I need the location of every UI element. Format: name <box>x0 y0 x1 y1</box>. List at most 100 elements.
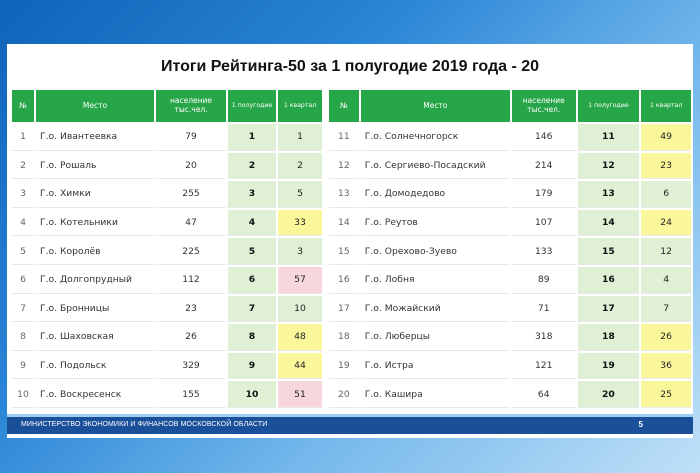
place-cell: Г.о. Люберцы <box>360 324 510 351</box>
rank-cell: 15 <box>329 238 359 265</box>
quarter-cell: 48 <box>278 324 322 351</box>
half-year-cell: 6 <box>228 266 276 294</box>
rank-cell: 1 <box>12 124 34 151</box>
rank-cell: 7 <box>12 295 34 323</box>
table-header-row: № Место население тыс.чел. 1 полугодие 1… <box>329 90 691 122</box>
population-cell: 255 <box>156 181 226 208</box>
quarter-cell: 2 <box>278 152 322 180</box>
quarter-cell: 10 <box>278 295 322 323</box>
half-year-cell: 19 <box>577 352 640 380</box>
footer-bar: МИНИСТЕРСТВО ЭКОНОМИКИ И ФИНАНСОВ МОСКОВ… <box>7 414 693 434</box>
population-cell: 47 <box>156 209 226 237</box>
half-year-cell: 16 <box>577 266 640 294</box>
page-number: 5 <box>638 420 643 429</box>
place-cell: Г.о. Лобня <box>360 266 510 294</box>
col-quarter-header: 1 квартал <box>641 90 691 122</box>
population-cell: 107 <box>511 209 576 237</box>
rating-table-left: № Место население тыс.чел. 1 полугодие 1… <box>10 88 324 410</box>
table-body-left: 1 Г.о. Ивантеевка 79 1 1 2 Г.о. Рошаль 20 2 2 3 Г.о… <box>12 124 322 408</box>
table-row: 11 Г.о. Солнечногорск 146 11 49 <box>329 124 691 151</box>
rank-cell: 5 <box>12 238 34 265</box>
quarter-cell: 7 <box>641 295 691 323</box>
place-cell: Г.о. Бронницы <box>36 295 154 323</box>
place-cell: Г.о. Котельники <box>36 209 154 237</box>
half-year-cell: 5 <box>228 238 276 265</box>
table-row: 8 Г.о. Шаховская 26 8 48 <box>12 324 322 351</box>
half-year-cell: 8 <box>228 324 276 351</box>
table-row: 9 Г.о. Подольск 329 9 44 <box>12 352 322 380</box>
place-cell: Г.о. Истра <box>360 352 510 380</box>
quarter-cell: 4 <box>641 266 691 294</box>
slide: Итоги Рейтинга-50 за 1 полугодие 2019 го… <box>7 44 693 438</box>
table-row: 10 Г.о. Воскресенск 155 10 51 <box>12 381 322 408</box>
population-cell: 155 <box>156 381 226 408</box>
rank-cell: 12 <box>329 152 359 180</box>
place-cell: Г.о. Ивантеевка <box>36 124 154 151</box>
quarter-cell: 33 <box>278 209 322 237</box>
population-cell: 20 <box>156 152 226 180</box>
table-row: 17 Г.о. Можайский 71 17 7 <box>329 295 691 323</box>
place-cell: Г.о. Орехово-Зуево <box>360 238 510 265</box>
rank-cell: 16 <box>329 266 359 294</box>
half-year-cell: 7 <box>228 295 276 323</box>
rank-cell: 13 <box>329 181 359 208</box>
col-place-header: Место <box>360 90 510 122</box>
half-year-cell: 2 <box>228 152 276 180</box>
quarter-cell: 44 <box>278 352 322 380</box>
population-cell: 329 <box>156 352 226 380</box>
place-cell: Г.о. Воскресенск <box>36 381 154 408</box>
col-num-header: № <box>12 90 34 122</box>
half-year-cell: 9 <box>228 352 276 380</box>
quarter-cell: 49 <box>641 124 691 151</box>
quarter-cell: 57 <box>278 266 322 294</box>
place-cell: Г.о. Кашира <box>360 381 510 408</box>
slide-title: Итоги Рейтинга-50 за 1 полугодие 2019 го… <box>160 58 540 75</box>
rank-cell: 18 <box>329 324 359 351</box>
col-place-header: Место <box>36 90 154 122</box>
quarter-cell: 26 <box>641 324 691 351</box>
place-cell: Г.о. Сергиево-Посадский <box>360 152 510 180</box>
rank-cell: 3 <box>12 181 34 208</box>
rank-cell: 9 <box>12 352 34 380</box>
table-row: 12 Г.о. Сергиево-Посадский 214 12 23 <box>329 152 691 180</box>
rank-cell: 2 <box>12 152 34 180</box>
quarter-cell: 36 <box>641 352 691 380</box>
table-row: 15 Г.о. Орехово-Зуево 133 15 12 <box>329 238 691 265</box>
col-population-header: население тыс.чел. <box>156 90 226 122</box>
rank-cell: 4 <box>12 209 34 237</box>
place-cell: Г.о. Королёв <box>36 238 154 265</box>
population-cell: 146 <box>511 124 576 151</box>
col-population-header: население тыс.чел. <box>511 90 576 122</box>
population-cell: 26 <box>156 324 226 351</box>
table-row: 13 Г.о. Домодедово 179 13 6 <box>329 181 691 208</box>
rank-cell: 14 <box>329 209 359 237</box>
col-half-header: 1 полугодие <box>577 90 640 122</box>
table-row: 5 Г.о. Королёв 225 5 3 <box>12 238 322 265</box>
rating-table-right: № Место население тыс.чел. 1 полугодие 1… <box>327 88 693 410</box>
table-row: 20 Г.о. Кашира 64 20 25 <box>329 381 691 408</box>
table-row: 18 Г.о. Люберцы 318 18 26 <box>329 324 691 351</box>
rank-cell: 8 <box>12 324 34 351</box>
place-cell: Г.о. Домодедово <box>360 181 510 208</box>
half-year-cell: 11 <box>577 124 640 151</box>
table-row: 19 Г.о. Истра 121 19 36 <box>329 352 691 380</box>
quarter-cell: 25 <box>641 381 691 408</box>
quarter-cell: 51 <box>278 381 322 408</box>
quarter-cell: 23 <box>641 152 691 180</box>
table-row: 7 Г.о. Бронницы 23 7 10 <box>12 295 322 323</box>
col-half-header: 1 полугодие <box>228 90 276 122</box>
quarter-cell: 1 <box>278 124 322 151</box>
place-cell: Г.о. Долгопрудный <box>36 266 154 294</box>
col-quarter-header: 1 квартал <box>278 90 322 122</box>
place-cell: Г.о. Солнечногорск <box>360 124 510 151</box>
table-row: 4 Г.о. Котельники 47 4 33 <box>12 209 322 237</box>
place-cell: Г.о. Подольск <box>36 352 154 380</box>
rank-cell: 11 <box>329 124 359 151</box>
population-cell: 133 <box>511 238 576 265</box>
half-year-cell: 18 <box>577 324 640 351</box>
half-year-cell: 3 <box>228 181 276 208</box>
table-row: 2 Г.о. Рошаль 20 2 2 <box>12 152 322 180</box>
half-year-cell: 13 <box>577 181 640 208</box>
half-year-cell: 20 <box>577 381 640 408</box>
quarter-cell: 24 <box>641 209 691 237</box>
